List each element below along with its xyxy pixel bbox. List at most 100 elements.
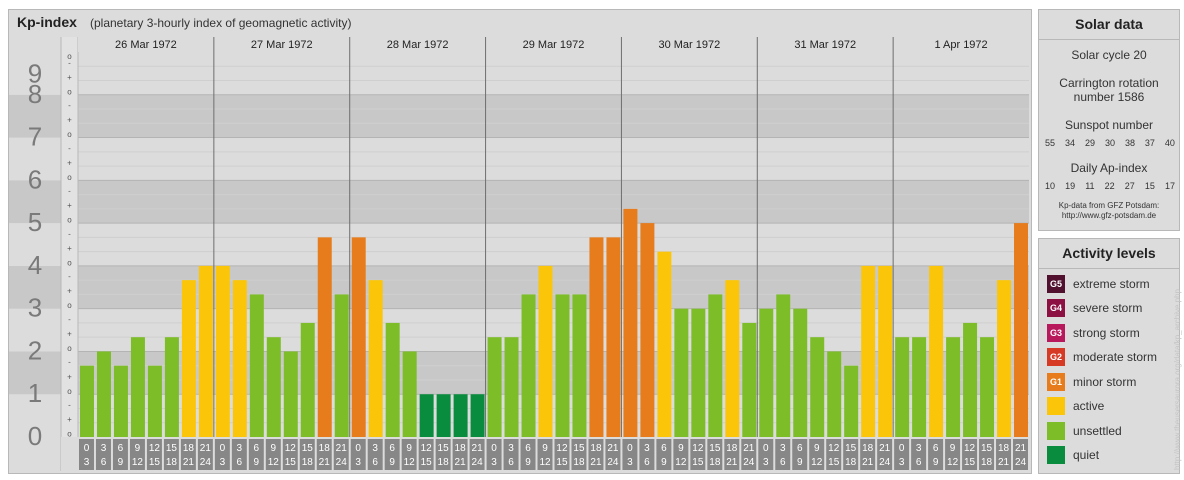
time-slot-start-label: 18 (455, 443, 467, 454)
y-minor-tick-label: - (68, 315, 71, 324)
legend-label: active (1073, 399, 1105, 413)
time-slot-end-label: 9 (933, 457, 939, 468)
time-slot-start-label: 15 (166, 443, 178, 454)
solar-cycle: Solar cycle 20 (1071, 48, 1147, 62)
legend-swatch (1047, 422, 1065, 440)
time-slot-cell (401, 439, 417, 470)
time-slot-start-label: 6 (525, 443, 531, 454)
kp-bar (895, 337, 910, 437)
time-slot-cell (1013, 439, 1028, 470)
time-slot-start-label: 9 (406, 443, 412, 454)
kp-bar (300, 322, 315, 437)
time-slot-cell (486, 439, 502, 470)
legend-swatch: G2 (1047, 348, 1065, 366)
time-slot-cell (860, 439, 876, 470)
time-slot-cell (673, 439, 689, 470)
time-slot-end-label: 15 (828, 457, 840, 468)
y-label-band (9, 265, 61, 309)
time-slot-cell (503, 439, 519, 470)
legend-swatch: G3 (1047, 324, 1065, 342)
time-slot-start-label: 3 (372, 443, 378, 454)
ap-value: 19 (1065, 181, 1076, 191)
time-slot-start-label: 9 (542, 443, 548, 454)
kp-bar (929, 265, 944, 437)
time-slot-start-label: 12 (421, 443, 433, 454)
time-slot-end-label: 12 (132, 457, 144, 468)
date-header (78, 37, 1029, 52)
time-slot-end-label: 15 (421, 457, 433, 468)
kp-bar (980, 337, 995, 437)
time-slot-end-label: 15 (692, 457, 704, 468)
time-slot-cell (231, 439, 247, 470)
time-slot-cell (554, 439, 570, 470)
time-slot-start-label: 6 (933, 443, 939, 454)
time-slot-end-label: 12 (404, 457, 416, 468)
time-slot-end-label: 24 (879, 457, 891, 468)
chart-title: Kp-index (17, 14, 77, 30)
watermark-url: http://www.theusersaurora.org/data/kp_ar… (1173, 289, 1182, 470)
kp-bar (334, 294, 349, 437)
kp-bar (283, 351, 298, 437)
time-slot-cell (129, 439, 145, 470)
time-slot-cell (894, 439, 910, 470)
time-slot-start-label: 21 (472, 443, 484, 454)
legend-item-g3: G3 strong storm (1047, 324, 1140, 342)
time-slot-end-label: 3 (899, 457, 905, 468)
kp-bar (487, 337, 502, 437)
kp-bar (453, 394, 468, 437)
time-slot-end-label: 18 (845, 457, 857, 468)
time-slot-start-label: 15 (845, 443, 857, 454)
y-label-band (9, 394, 61, 437)
time-slot-start-label: 0 (763, 443, 769, 454)
y-minor-tick-label: - (68, 187, 71, 196)
y-minor-tick-label: + (67, 201, 72, 210)
time-slot-end-label: 9 (389, 457, 395, 468)
y-minor-tick-label: - (68, 400, 71, 409)
kp-bar (912, 337, 927, 437)
time-slot-cell (928, 439, 944, 470)
time-slot-cell (384, 439, 400, 470)
day-label: 29 Mar 1972 (523, 39, 585, 51)
time-slot-start-label: 15 (709, 443, 721, 454)
day-label: 31 Mar 1972 (794, 39, 856, 51)
time-slot-start-label: 15 (573, 443, 585, 454)
sunspot-values: 55 34 29 30 38 37 40 (1039, 138, 1179, 148)
y-tick-label: 9 (28, 58, 42, 88)
time-slot-end-label: 3 (355, 457, 361, 468)
time-slot-start-label: 12 (556, 443, 568, 454)
time-slot-start-label: 9 (814, 443, 820, 454)
time-slot-start-label: 3 (644, 443, 650, 454)
legend-item-g5: G5 extreme storm (1047, 275, 1150, 293)
kp-bar (589, 237, 604, 437)
legend-swatch (1047, 446, 1065, 464)
kp-bar (232, 280, 247, 437)
time-slot-cell (775, 439, 791, 470)
time-slot-start-label: 15 (438, 443, 450, 454)
time-slot-cell (79, 439, 94, 470)
time-slot-end-label: 18 (302, 457, 314, 468)
time-slot-end-label: 24 (336, 457, 348, 468)
ap-value: 17 (1164, 181, 1175, 191)
time-slot-end-label: 3 (627, 457, 633, 468)
carrington-line-1: Carrington rotation (1059, 76, 1159, 90)
time-slot-start-label: 12 (828, 443, 840, 454)
kp-bar (470, 394, 485, 437)
time-slot-cell (350, 439, 366, 470)
legend-label: minor storm (1073, 375, 1137, 389)
time-slot-cell (299, 439, 315, 470)
y-minor-tick-label: + (67, 372, 72, 381)
time-slot-start-label: 3 (916, 443, 922, 454)
day-label: 30 Mar 1972 (658, 39, 720, 51)
legend-swatch: G5 (1047, 275, 1065, 293)
time-slot-end-label: 12 (539, 457, 551, 468)
time-slot-start-label: 12 (692, 443, 704, 454)
time-slot-cell (333, 439, 349, 470)
time-slot-cell (435, 439, 451, 470)
ap-value: 15 (1144, 181, 1155, 191)
kp-bar (436, 394, 451, 437)
sunspot-value: 55 (1045, 138, 1056, 148)
time-slot-start-label: 21 (743, 443, 755, 454)
data-credit-link[interactable]: http://www.gfz-potsdam.de (1061, 211, 1157, 220)
legend-label: extreme storm (1073, 277, 1150, 291)
time-slot-cell (809, 439, 825, 470)
